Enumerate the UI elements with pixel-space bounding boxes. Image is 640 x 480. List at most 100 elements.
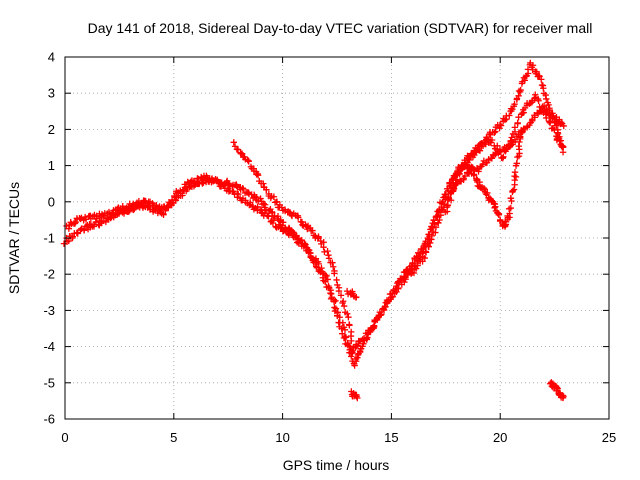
data-point: [556, 133, 563, 140]
x-axis-label: GPS time / hours: [283, 457, 390, 473]
data-point: [436, 206, 443, 213]
data-point: [346, 322, 353, 329]
data-point: [323, 272, 330, 280]
data-point: [306, 249, 314, 256]
data-point: [511, 136, 519, 144]
data-point: [491, 204, 498, 212]
data-point: [500, 153, 507, 161]
data-point: [461, 172, 469, 180]
series-track-c: [230, 139, 355, 345]
data-point: [488, 136, 496, 144]
data-point: [65, 237, 72, 245]
x-tick-label: 5: [170, 430, 177, 445]
data-point: [71, 220, 79, 227]
data-point: [65, 225, 73, 232]
data-point: [331, 270, 338, 277]
data-point: [344, 341, 351, 348]
data-point: [552, 119, 559, 126]
data-point: [321, 248, 328, 256]
data-point: [69, 233, 76, 240]
data-point: [513, 160, 521, 167]
data-point: [535, 97, 542, 104]
data-point: [516, 134, 524, 141]
data-point: [444, 185, 451, 193]
data-point: [263, 186, 270, 193]
data-point: [432, 229, 439, 236]
data-point: [345, 314, 352, 321]
series-track-h: [343, 287, 360, 301]
data-point: [377, 311, 385, 318]
data-point: [329, 263, 337, 270]
data-point: [354, 394, 361, 402]
data-point: [254, 172, 262, 179]
data-point: [312, 263, 320, 270]
data-point: [299, 240, 306, 247]
data-point: [559, 143, 567, 150]
y-tick-label: -4: [43, 339, 55, 354]
data-point: [317, 268, 324, 276]
data-point: [515, 113, 522, 121]
data-point: [507, 137, 515, 144]
y-tick-labels: -6 -5 -4 -3 -2 -1 0 1 2 3 4: [43, 50, 55, 427]
data-point: [72, 218, 79, 226]
y-tick-label: 4: [48, 50, 55, 65]
data-point: [539, 103, 546, 110]
data-point: [340, 302, 348, 310]
data-point: [257, 195, 264, 202]
data-point: [122, 206, 129, 213]
data-points: [60, 59, 567, 402]
data-point: [333, 276, 340, 284]
data-point: [446, 179, 453, 186]
data-point: [497, 148, 504, 156]
data-point: [517, 128, 525, 135]
data-point: [436, 216, 443, 224]
data-point: [394, 279, 401, 287]
data-point: [348, 337, 355, 345]
data-point: [253, 194, 260, 201]
data-point: [260, 200, 267, 207]
y-tick-label: 1: [48, 158, 55, 173]
data-point: [422, 249, 430, 256]
data-point: [292, 234, 300, 241]
data-point: [278, 224, 285, 231]
x-tick-label: 10: [275, 430, 289, 445]
data-point: [543, 95, 550, 103]
x-tick-label: 0: [61, 430, 68, 445]
data-point: [327, 289, 334, 297]
data-point: [171, 194, 178, 201]
data-point: [511, 101, 518, 108]
data-point: [426, 232, 433, 240]
data-point: [421, 254, 428, 262]
data-point: [245, 157, 252, 165]
data-point: [479, 142, 487, 150]
data-point: [331, 307, 339, 315]
data-point: [332, 297, 339, 305]
data-point: [508, 134, 515, 141]
data-point: [119, 203, 126, 210]
data-point: [330, 298, 338, 305]
data-point: [506, 112, 513, 119]
y-axis-label: SDTVAR / TECUs: [6, 182, 22, 294]
data-point: [339, 330, 346, 337]
y-tick-label: 3: [48, 86, 55, 101]
data-point: [546, 106, 553, 114]
data-point: [238, 150, 246, 157]
data-point: [311, 259, 319, 266]
data-point: [295, 214, 302, 221]
data-point: [456, 170, 463, 177]
data-point: [425, 243, 432, 250]
data-point: [187, 178, 194, 186]
data-point: [329, 259, 336, 266]
data-point: [411, 261, 419, 269]
data-point: [545, 118, 553, 125]
y-tick-label: -6: [43, 412, 55, 427]
y-tick-label: -1: [43, 231, 55, 246]
data-point: [265, 213, 272, 220]
data-point: [344, 310, 351, 317]
data-point: [509, 187, 517, 195]
data-point: [559, 394, 567, 402]
data-point: [505, 143, 513, 150]
data-point: [512, 173, 520, 181]
